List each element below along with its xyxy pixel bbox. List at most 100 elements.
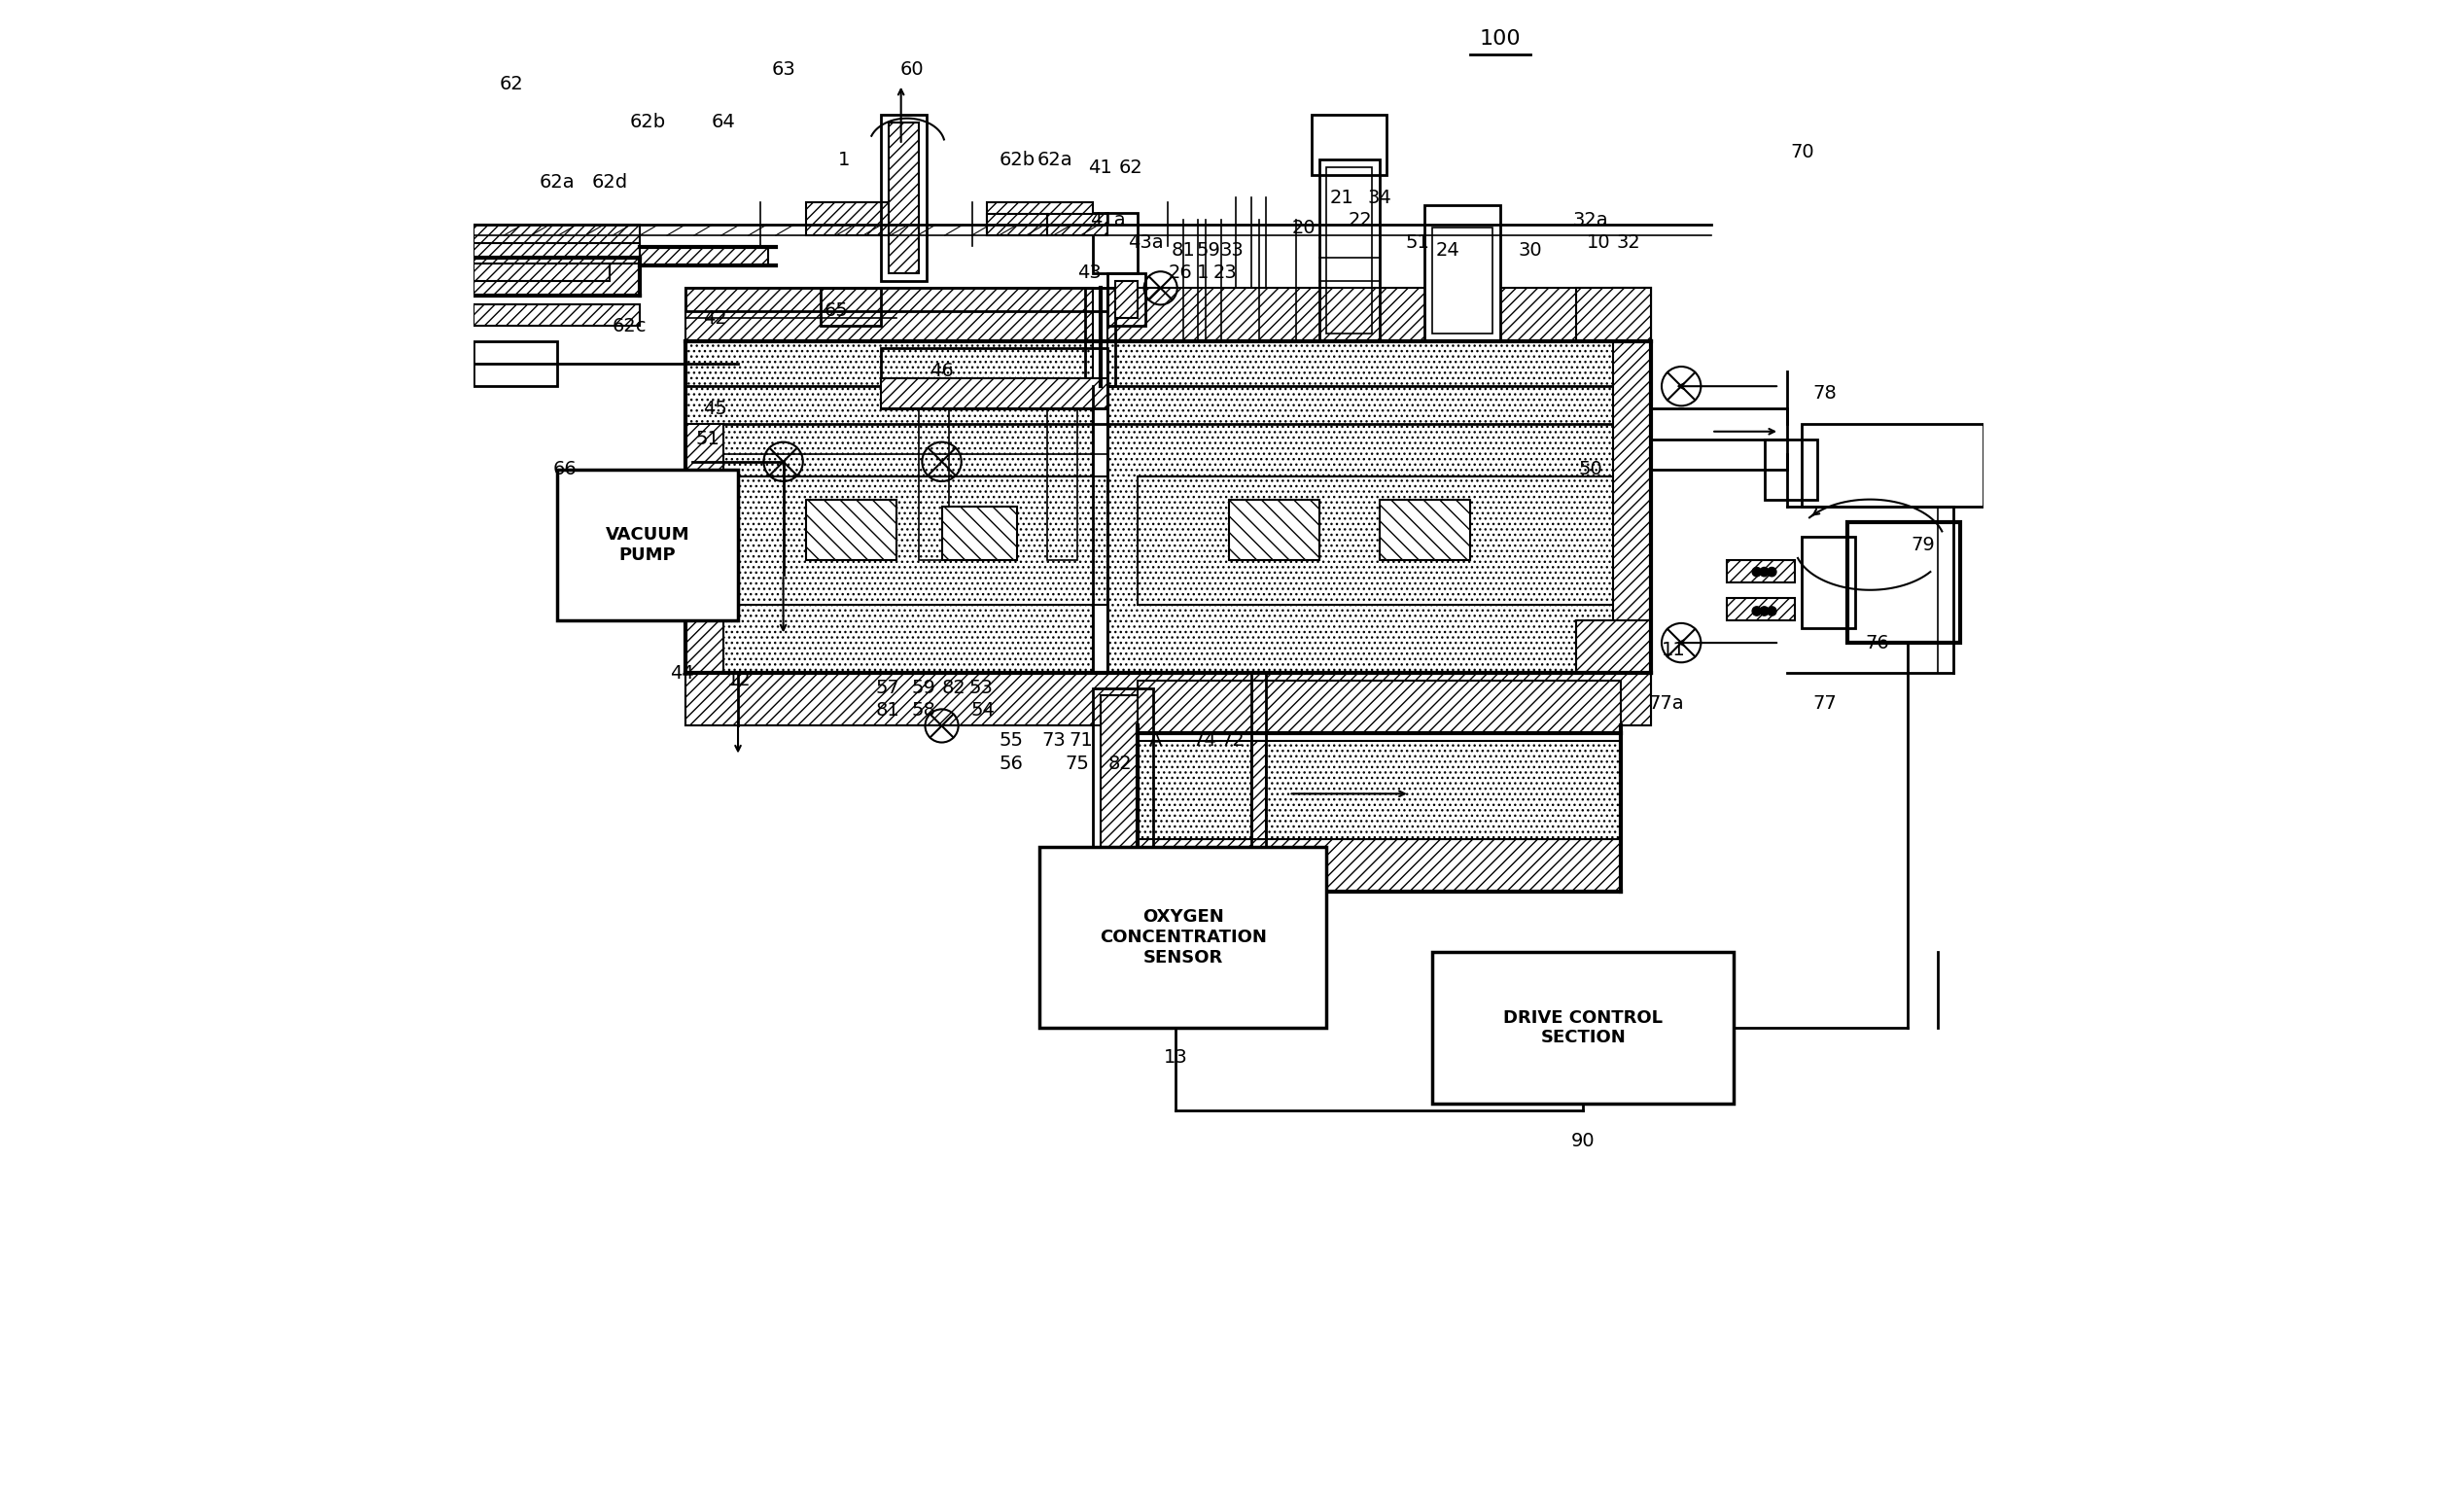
- Bar: [941, 507, 1017, 559]
- Bar: [1801, 537, 1855, 627]
- Text: 46: 46: [929, 361, 953, 381]
- Text: 62: 62: [1118, 159, 1143, 177]
- Text: 43: 43: [1079, 263, 1101, 283]
- Text: 51: 51: [1405, 233, 1430, 253]
- Bar: [715, 454, 1108, 476]
- Text: 81: 81: [1172, 240, 1194, 260]
- Bar: [1047, 408, 1079, 559]
- Text: 71: 71: [1069, 732, 1093, 750]
- Text: 12: 12: [727, 671, 752, 689]
- Text: 34: 34: [1369, 189, 1391, 207]
- Bar: [1727, 559, 1794, 582]
- Text: 82: 82: [1108, 754, 1133, 773]
- Text: 62d: 62d: [592, 174, 629, 192]
- Bar: [1848, 522, 1961, 643]
- Bar: [1047, 215, 1108, 236]
- Bar: [1093, 688, 1152, 854]
- Text: 57: 57: [875, 679, 899, 697]
- Text: 32: 32: [1617, 233, 1641, 253]
- Text: 73: 73: [1042, 732, 1066, 750]
- Text: 65: 65: [823, 301, 848, 321]
- Bar: [882, 348, 1108, 408]
- Text: 78: 78: [1813, 384, 1838, 404]
- Bar: [988, 215, 1047, 236]
- Text: 56: 56: [1000, 754, 1022, 773]
- Bar: [889, 122, 919, 274]
- Text: 77: 77: [1813, 694, 1838, 712]
- Bar: [1138, 741, 1622, 847]
- Circle shape: [1759, 567, 1769, 576]
- Text: 20: 20: [1292, 219, 1317, 237]
- Bar: [1575, 620, 1651, 673]
- Bar: [686, 340, 1093, 673]
- Text: 41a: 41a: [1091, 212, 1125, 230]
- Text: 1: 1: [838, 151, 850, 169]
- Text: 55: 55: [1000, 732, 1022, 750]
- Circle shape: [1752, 606, 1762, 615]
- Bar: [686, 423, 722, 499]
- Bar: [474, 305, 639, 327]
- Text: 81: 81: [875, 702, 899, 720]
- Bar: [1801, 423, 1983, 507]
- Text: 44: 44: [671, 664, 695, 682]
- Bar: [1138, 680, 1622, 733]
- Bar: [1378, 499, 1469, 559]
- Bar: [882, 378, 1108, 408]
- Text: 53: 53: [968, 679, 993, 697]
- Text: 11: 11: [1661, 641, 1686, 659]
- Text: 10: 10: [1587, 233, 1609, 253]
- Bar: [474, 263, 639, 296]
- Text: 100: 100: [1479, 29, 1521, 48]
- Text: 26: 26: [1167, 263, 1192, 283]
- Text: 79: 79: [1912, 535, 1934, 553]
- Bar: [715, 476, 1108, 605]
- Text: DRIVE CONTROL
SECTION: DRIVE CONTROL SECTION: [1504, 1009, 1663, 1046]
- Text: 21: 21: [1329, 189, 1354, 207]
- Text: VACUUM
PUMP: VACUUM PUMP: [604, 526, 690, 564]
- Bar: [474, 263, 609, 281]
- Bar: [1138, 476, 1622, 605]
- Bar: [686, 386, 1651, 423]
- Bar: [686, 673, 1651, 726]
- Text: 54: 54: [971, 702, 995, 720]
- Bar: [919, 408, 948, 559]
- Text: A: A: [1150, 732, 1162, 750]
- Text: OXYGEN
CONCENTRATION
SENSOR: OXYGEN CONCENTRATION SENSOR: [1101, 909, 1268, 966]
- Text: 45: 45: [703, 399, 727, 419]
- Bar: [1115, 281, 1138, 319]
- Text: 43a: 43a: [1128, 233, 1162, 253]
- Bar: [1251, 741, 1265, 839]
- Bar: [1228, 499, 1319, 559]
- Bar: [1764, 438, 1818, 499]
- Bar: [639, 248, 769, 266]
- Bar: [1575, 289, 1651, 340]
- Circle shape: [1759, 606, 1769, 615]
- Bar: [1086, 289, 1115, 386]
- Bar: [806, 203, 897, 236]
- Text: 41: 41: [1088, 159, 1113, 177]
- Bar: [821, 289, 882, 327]
- Text: 13: 13: [1165, 1049, 1187, 1067]
- Text: 33: 33: [1219, 240, 1243, 260]
- Text: 77a: 77a: [1649, 694, 1683, 712]
- Text: 60: 60: [899, 60, 924, 79]
- Text: 23: 23: [1214, 263, 1238, 283]
- Text: 62c: 62c: [612, 316, 646, 336]
- Text: 30: 30: [1518, 240, 1543, 260]
- Bar: [474, 225, 639, 259]
- Bar: [1727, 597, 1794, 620]
- Bar: [1327, 168, 1371, 334]
- Text: 75: 75: [1066, 754, 1088, 773]
- Circle shape: [1752, 567, 1762, 576]
- Bar: [882, 115, 926, 281]
- Text: 66: 66: [553, 460, 577, 478]
- Bar: [558, 469, 737, 620]
- Bar: [686, 289, 1093, 340]
- Text: 62a: 62a: [1037, 151, 1074, 169]
- Text: 90: 90: [1570, 1131, 1595, 1151]
- Bar: [1614, 340, 1651, 673]
- Circle shape: [1767, 606, 1776, 615]
- Circle shape: [1767, 567, 1776, 576]
- Text: 62b: 62b: [629, 113, 666, 132]
- Text: 63: 63: [771, 60, 796, 79]
